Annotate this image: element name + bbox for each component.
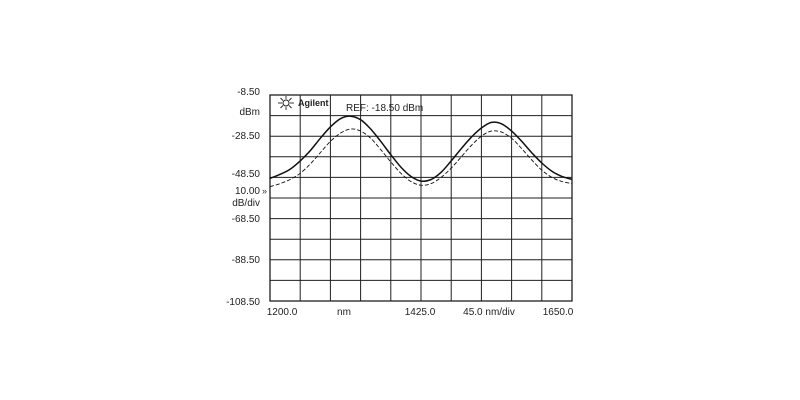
ref-marker-icon: »	[262, 186, 268, 196]
x-tick-label: 1650.0	[542, 307, 574, 318]
y-tick-label: -28.50	[231, 131, 260, 142]
x-tick-label: 1200.0	[266, 307, 298, 318]
y-tick-label: -68.50	[231, 214, 260, 225]
brand-label: Agilent	[298, 98, 329, 108]
y-unit-label: dBm	[239, 107, 260, 118]
y-scale-value: 10.00	[234, 186, 260, 197]
y-scale-unit: dB/div	[232, 198, 260, 209]
ref-level-label: REF: -18.50 dBm	[346, 103, 424, 114]
x-unit-label: nm	[337, 307, 351, 318]
x-tick-label: 1425.0	[404, 307, 436, 318]
series-line-dashed	[269, 128, 573, 188]
y-tick-label: -48.50	[231, 169, 260, 180]
y-tick-label: -8.50	[237, 87, 260, 98]
x-scale-label: 45.0 nm/div	[463, 307, 515, 318]
y-tick-label: -108.50	[226, 297, 260, 308]
y-tick-label: -88.50	[231, 255, 260, 266]
series-line-solid	[269, 115, 573, 183]
